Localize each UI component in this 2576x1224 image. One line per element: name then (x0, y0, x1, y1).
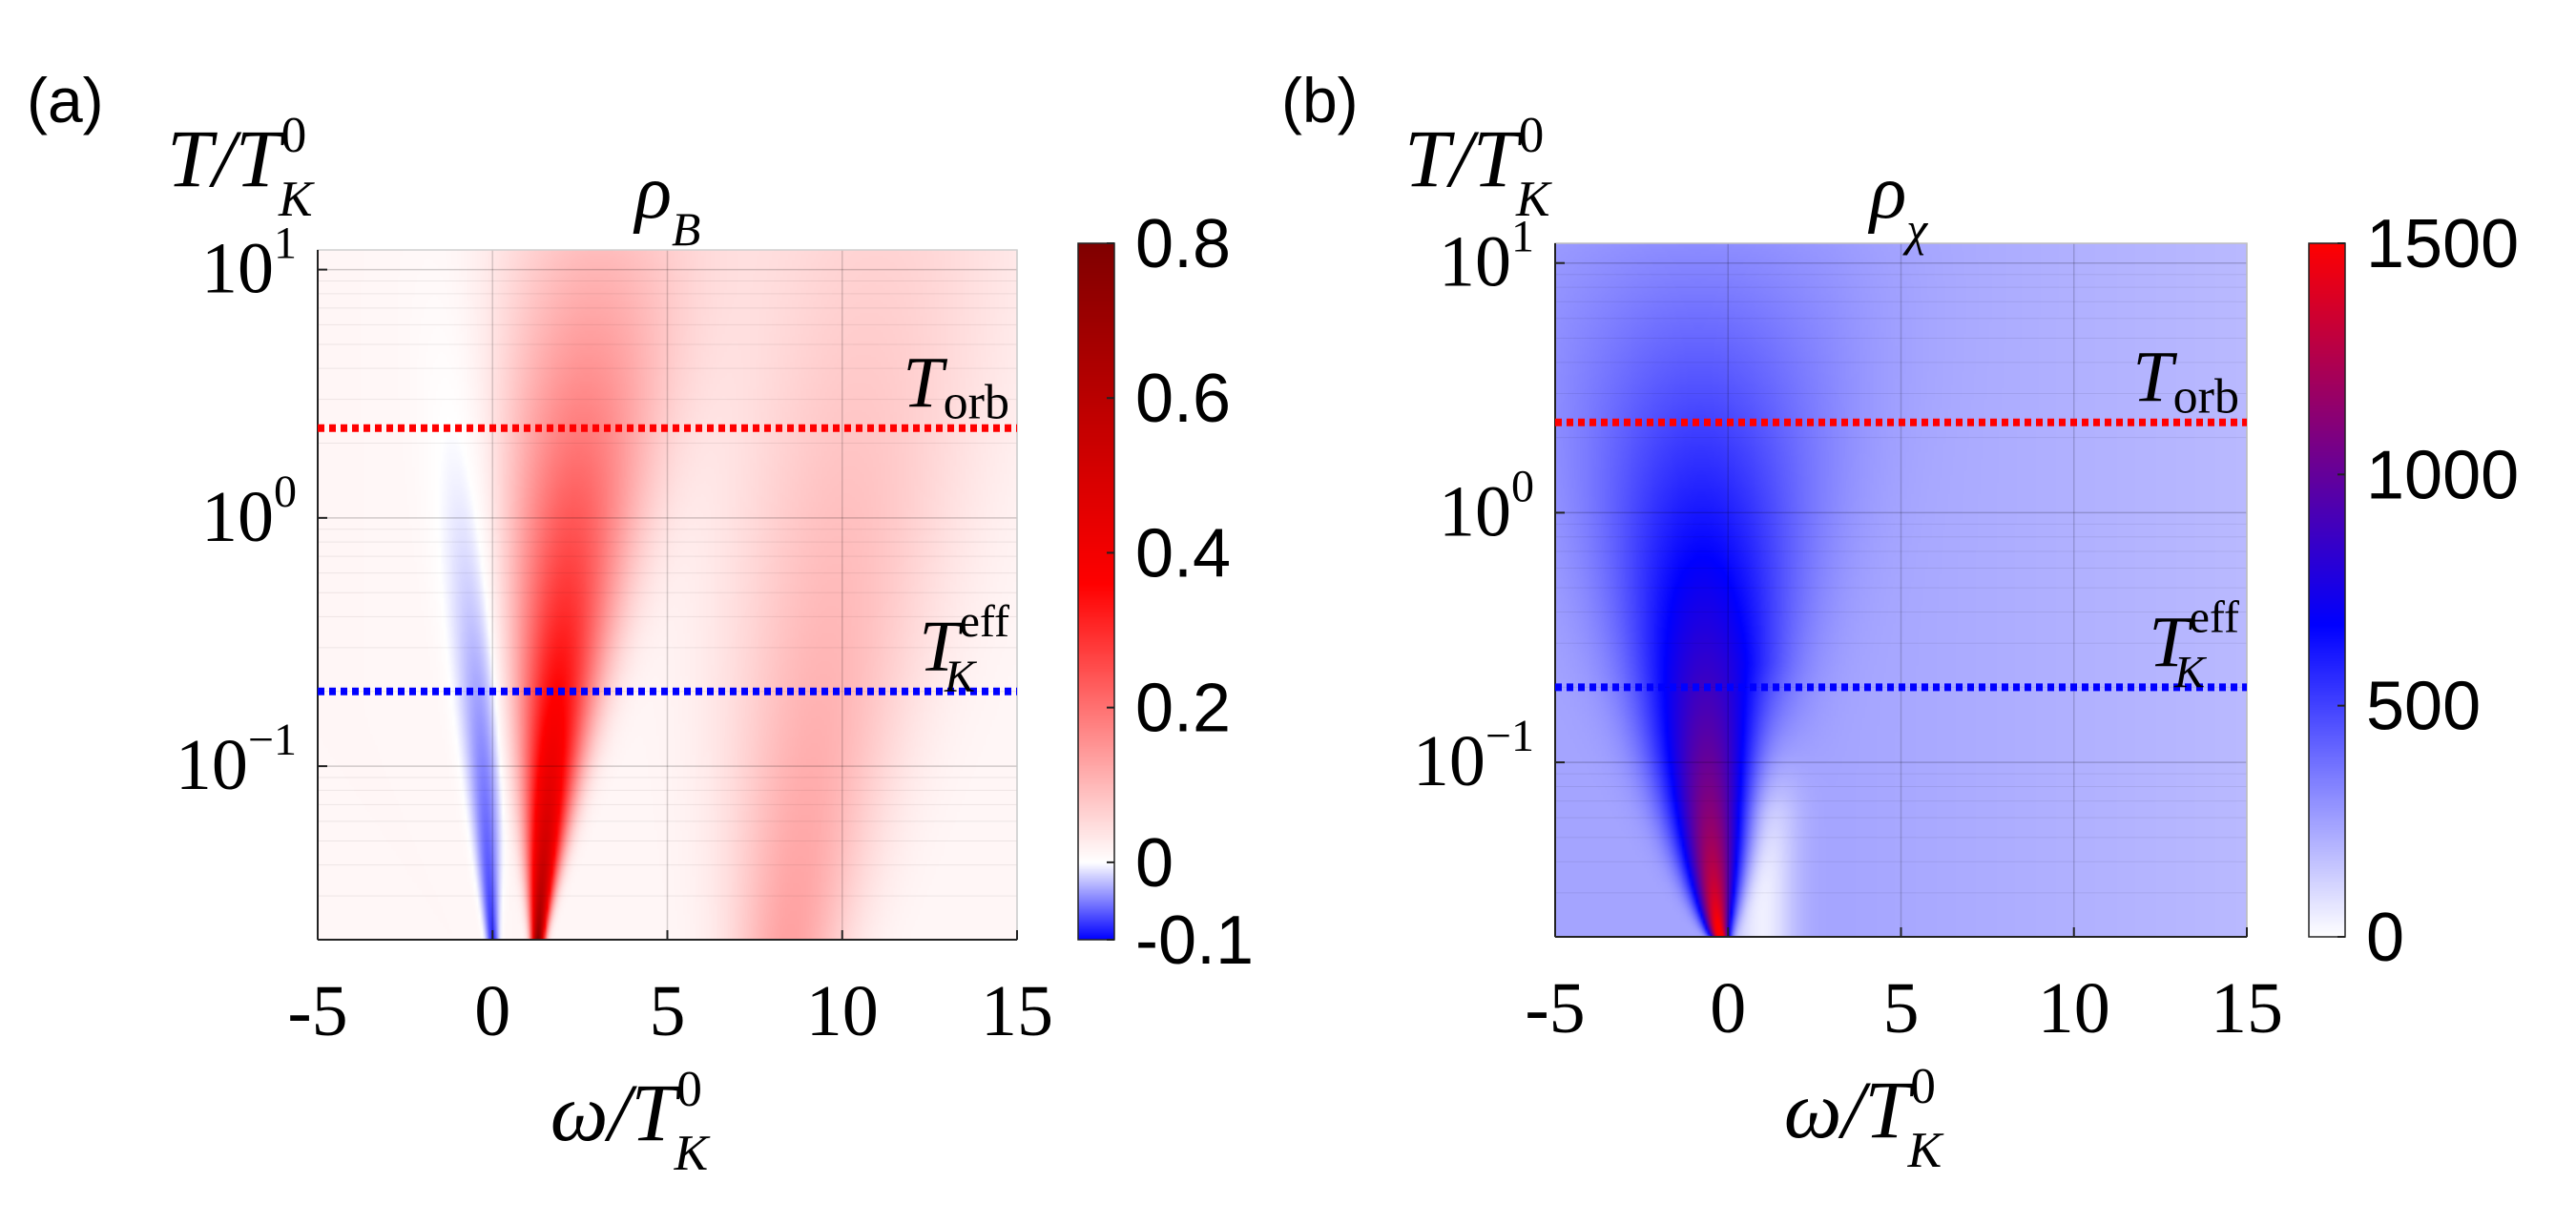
y-tick-label: 100 (201, 467, 297, 557)
x-tick-label: -5 (1525, 968, 1585, 1048)
colorbar-tick-label: 0.2 (1135, 671, 1231, 747)
panel-b: Torb Teff K -5 0 5 10 15 101 100 10−1 T/T0 K ω/T0 K ρχ (… (1281, 65, 2519, 1178)
x-tick-label: 0 (1710, 968, 1746, 1048)
chart-title: ρχ (1867, 151, 1928, 256)
heatmap (318, 250, 1017, 940)
reference-label-torb: Torb (903, 343, 1009, 430)
reference-label-tk-eff: Teff K (919, 596, 1009, 702)
colorbar-tick-label: 0 (2366, 900, 2404, 976)
colorbar-tick-label: 0 (1135, 825, 1174, 902)
x-tick-label: 5 (1883, 968, 1920, 1048)
x-tick-label: 15 (981, 971, 1053, 1051)
panel-label: (b) (1281, 65, 1359, 135)
y-tick-label: 101 (1439, 212, 1534, 302)
colorbar-tick-label: 1000 (2366, 437, 2519, 513)
y-tick-label: 100 (1439, 461, 1534, 551)
y-axis-label: T/T0 K (167, 106, 315, 227)
x-axis-label: ω/T0 K (551, 1060, 711, 1181)
x-tick-label: 15 (2211, 968, 2283, 1048)
heatmap (1555, 243, 2247, 937)
colorbar-frame (2308, 242, 2346, 938)
colorbar-tick-label: -0.1 (1135, 902, 1254, 979)
x-tick-label: 0 (474, 971, 510, 1051)
x-tick-label: 10 (2038, 968, 2110, 1048)
colorbar-tick-label: 0.8 (1135, 206, 1231, 282)
colorbar-tick-label: 0.6 (1135, 361, 1231, 437)
x-tick-label: -5 (287, 971, 347, 1051)
x-tick-label: 10 (806, 971, 879, 1051)
panel-a: Torb Teff K -5 0 5 10 15 101 100 10−1 T/T0 K ω/T0 K ρB (… (27, 65, 1254, 1181)
colorbar (2309, 243, 2345, 937)
x-tick-label: 5 (650, 971, 686, 1051)
colorbar (1078, 243, 1114, 940)
x-axis-label: ω/T0 K (1784, 1057, 1944, 1178)
reference-label-tk-eff: Teff K (2149, 591, 2239, 697)
reference-label-torb: Torb (2132, 338, 2239, 425)
y-tick-label: 10−1 (1413, 711, 1534, 801)
colorbar-tick-label: 0.4 (1135, 515, 1231, 591)
colorbar-frame (1077, 242, 1115, 941)
colorbar-tick-label: 500 (2366, 669, 2481, 745)
colorbar-tick-label: 1500 (2366, 206, 2519, 282)
y-axis-label: T/T0 K (1404, 106, 1552, 227)
y-tick-label: 10−1 (176, 715, 297, 805)
y-tick-label: 101 (201, 218, 297, 309)
chart-title: ρB (633, 151, 701, 256)
panel-label: (a) (27, 65, 104, 135)
